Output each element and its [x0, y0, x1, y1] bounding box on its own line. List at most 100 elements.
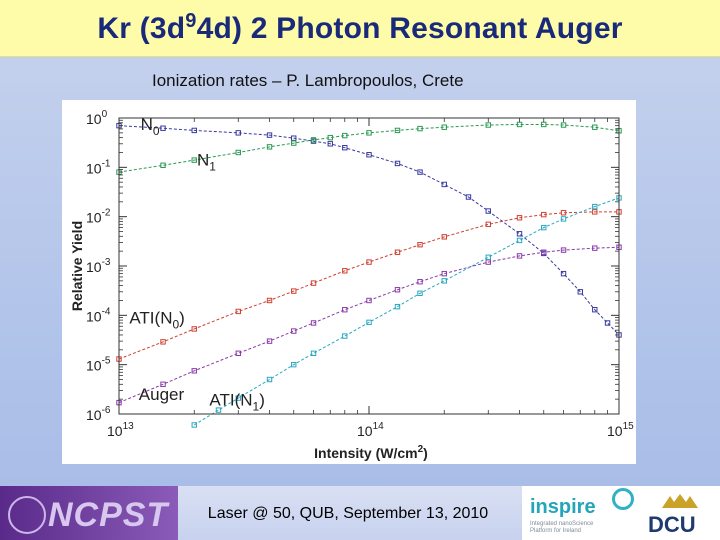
data-point: [485, 254, 491, 261]
data-point: [342, 268, 348, 274]
data-point: [465, 194, 472, 200]
data-point: [485, 122, 491, 128]
data-point: [160, 381, 166, 387]
data-point: [541, 249, 547, 255]
data-point: [417, 290, 423, 296]
data-point: [417, 279, 423, 285]
series-line: [118, 123, 620, 173]
data-point: [191, 157, 197, 163]
data-point: [441, 270, 447, 277]
data-point: [235, 308, 241, 315]
data-point: [560, 216, 567, 222]
series-n1: [116, 121, 622, 175]
data-point: [310, 137, 317, 143]
data-point: [560, 247, 567, 253]
x-tick-label: 1013: [107, 421, 134, 439]
y-axis-label: Relative Yield: [69, 221, 85, 311]
data-point: [160, 125, 166, 131]
data-point: [366, 152, 372, 158]
data-point: [485, 221, 491, 228]
data-point: [516, 215, 523, 221]
series-line: [118, 211, 619, 360]
inspire-logo: inspire: [530, 496, 596, 518]
slide-subtitle: Ionization rates – P. Lambropoulos, Cret…: [152, 71, 464, 90]
data-point: [342, 333, 348, 339]
data-point: [310, 280, 317, 286]
data-point: [541, 121, 547, 128]
annotation-auger: Auger: [139, 385, 185, 404]
x-tick-label: 1015: [607, 421, 634, 439]
footer-conference-text: Laser @ 50, QUB, September 13, 2010: [207, 505, 489, 522]
inspire-tagline: Integrated nanoScience Platform for Irel…: [530, 521, 594, 534]
data-point: [342, 132, 348, 139]
data-point: [592, 209, 598, 215]
dcu-logo: DCU: [648, 512, 696, 537]
data-point: [235, 149, 241, 156]
data-point: [394, 303, 401, 310]
y-tick-label: 10-1: [86, 158, 111, 176]
data-point: [541, 224, 547, 231]
dcu-panel: [642, 486, 720, 540]
data-point: [191, 368, 197, 374]
data-point: [291, 288, 297, 294]
data-point: [327, 141, 333, 147]
series-ati-n1-: [191, 195, 622, 428]
data-point: [291, 328, 297, 334]
y-tick-label: 100: [86, 109, 108, 127]
data-point: [592, 307, 598, 313]
y-tick-label: 10-4: [86, 306, 111, 324]
data-point: [366, 130, 372, 136]
data-point: [394, 160, 401, 167]
data-point: [291, 140, 297, 146]
annotation-n1: N1: [197, 150, 216, 173]
data-point: [310, 320, 317, 326]
data-point: [266, 338, 273, 344]
data-point: [366, 319, 372, 326]
annotation-atin0: ATI(N0): [129, 308, 184, 331]
y-tick-label: 10-5: [86, 356, 111, 374]
data-point: [485, 208, 491, 214]
data-point: [417, 125, 423, 132]
data-point: [215, 407, 222, 413]
data-point: [342, 145, 348, 151]
data-point: [342, 307, 348, 313]
data-point: [394, 249, 401, 255]
data-point: [592, 245, 598, 251]
title-bar: [0, 0, 720, 57]
data-point: [191, 127, 197, 134]
data-point: [160, 162, 166, 168]
data-point: [516, 253, 523, 259]
data-point: [441, 181, 447, 188]
data-point: [417, 242, 423, 248]
data-point: [266, 144, 273, 150]
data-point: [366, 297, 372, 304]
data-point: [441, 278, 447, 284]
data-point: [516, 231, 523, 237]
chart-panel: 1013 1014 1015 100 10-1 10-2 10-3 10-4 10-5 10-6 I…: [62, 100, 636, 464]
data-point: [604, 320, 611, 326]
data-point: [266, 376, 273, 383]
data-point: [516, 121, 523, 128]
data-point: [394, 127, 401, 134]
data-point: [560, 210, 567, 216]
slide-title: Kr (3d94d) 2 Photon Resonant Auger: [97, 10, 623, 45]
series-ati-n0-: [116, 209, 622, 362]
x-axis-label: Intensity (W/cm2): [314, 444, 428, 461]
series-auger: [116, 244, 622, 406]
data-point: [310, 350, 317, 356]
data-point: [291, 135, 297, 141]
annotation-atin1: ATI(N1): [209, 390, 264, 413]
data-point: [291, 361, 297, 368]
ionization-rates-chart: 1013 1014 1015 100 10-1 10-2 10-3 10-4 10-5 10-6 I…: [69, 109, 634, 461]
data-point: [441, 234, 447, 240]
data-point: [266, 297, 273, 304]
data-point: [516, 237, 523, 244]
series-line: [118, 246, 620, 404]
data-point: [417, 169, 423, 175]
series-line: [118, 125, 620, 336]
data-point: [366, 259, 372, 265]
data-point: [592, 203, 598, 210]
data-point: [560, 122, 567, 128]
x-tick-label: 1014: [357, 421, 384, 439]
data-point: [441, 124, 447, 130]
